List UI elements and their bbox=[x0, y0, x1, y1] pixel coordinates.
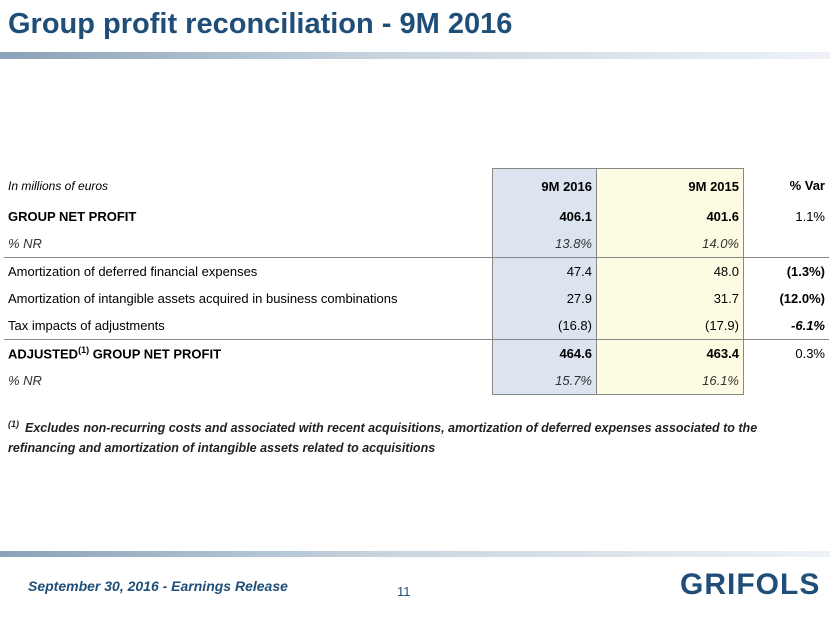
col-header-9m2015: 9M 2015 bbox=[596, 168, 744, 203]
footnote-text: Excludes non-recurring costs and associa… bbox=[8, 421, 758, 456]
grifols-logo: GRIFOLS bbox=[680, 568, 821, 601]
reconciliation-table: In millions of euros 9M 2016 9M 2015 % V… bbox=[4, 168, 829, 395]
row-label: Amortization of intangible assets acquir… bbox=[8, 291, 398, 306]
table-row: ADJUSTED(1) GROUP NET PROFIT 464.6 463.4… bbox=[4, 339, 829, 367]
cell-9m2015: 14.0% bbox=[596, 230, 744, 258]
cell-var: -6.1% bbox=[791, 318, 825, 333]
cell-9m2015: 31.7 bbox=[596, 285, 744, 312]
cell-9m2016: 464.6 bbox=[492, 339, 597, 367]
cell-9m2016: (16.8) bbox=[492, 312, 597, 340]
table-header-row: In millions of euros 9M 2016 9M 2015 % V… bbox=[4, 168, 829, 203]
row-label: % NR bbox=[8, 236, 42, 251]
footnote-ref: (1) bbox=[78, 345, 90, 356]
cell-var bbox=[744, 230, 830, 258]
row-label: % NR bbox=[8, 373, 42, 389]
row-label: Tax impacts of adjustments bbox=[8, 318, 165, 333]
page-title: Group profit reconciliation - 9M 2016 bbox=[8, 8, 513, 40]
cell-var bbox=[744, 367, 830, 395]
row-label-adjusted: ADJUSTED bbox=[8, 346, 79, 362]
cell-var: 0.3% bbox=[743, 339, 829, 367]
row-label: ADJUSTED(1) GROUP NET PROFIT bbox=[4, 339, 493, 367]
table-row: % NR 13.8% 14.0% bbox=[4, 230, 829, 258]
title-divider bbox=[0, 52, 830, 59]
cell-9m2016: 13.8% bbox=[492, 230, 597, 258]
cell-9m2016: 27.9 bbox=[492, 285, 597, 312]
table-row: Amortization of deferred financial expen… bbox=[4, 257, 829, 285]
row-label: Amortization of deferred financial expen… bbox=[4, 257, 493, 285]
footnote: (1) Excludes non-recurring costs and asso… bbox=[8, 414, 823, 458]
cell-9m2016: 406.1 bbox=[492, 203, 597, 230]
table-row: Amortization of intangible assets acquir… bbox=[4, 285, 829, 312]
cell-var: 1.1% bbox=[795, 209, 825, 224]
cell-9m2015: 48.0 bbox=[596, 257, 744, 285]
units-label: In millions of euros bbox=[8, 178, 109, 193]
row-label-rest: GROUP NET PROFIT bbox=[89, 346, 222, 362]
table-row: Tax impacts of adjustments (16.8) (17.9)… bbox=[4, 312, 829, 340]
footer-divider bbox=[0, 551, 830, 557]
cell-9m2015: 463.4 bbox=[596, 339, 744, 367]
cell-9m2015: 401.6 bbox=[596, 203, 744, 230]
footnote-marker: (1) bbox=[8, 419, 19, 429]
table-row: GROUP NET PROFIT 406.1 401.6 1.1% bbox=[4, 203, 829, 230]
cell-9m2016: 15.7% bbox=[492, 367, 597, 395]
page-number: 11 bbox=[397, 584, 411, 599]
col-header-9m2016: 9M 2016 bbox=[492, 168, 597, 203]
cell-var: (1.3%) bbox=[743, 257, 829, 285]
cell-9m2015: (17.9) bbox=[596, 312, 744, 340]
cell-9m2015: 16.1% bbox=[596, 367, 744, 395]
col-header-var: % Var bbox=[789, 178, 825, 194]
row-label: GROUP NET PROFIT bbox=[8, 209, 137, 224]
cell-9m2016: 47.4 bbox=[492, 257, 597, 285]
footer-release-label: September 30, 2016 - Earnings Release bbox=[28, 578, 288, 594]
cell-var: (12.0%) bbox=[779, 291, 825, 306]
table-row: % NR 15.7% 16.1% bbox=[4, 367, 829, 395]
